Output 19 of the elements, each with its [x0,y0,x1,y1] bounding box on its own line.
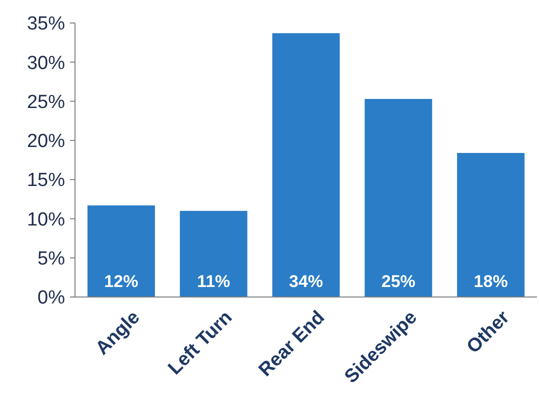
y-tick-label: 10% [26,209,66,230]
bar [180,210,248,297]
y-tick-label: 20% [26,131,66,152]
bar [364,98,432,297]
y-tick-label: 35% [26,14,66,35]
bar [272,33,340,297]
bar [457,152,525,297]
x-tick-label: Left Turn [164,307,237,380]
data-label: 34% [288,272,324,291]
y-tick-label: 0% [38,288,66,309]
y-tick-label: 5% [38,248,66,270]
data-label: 18% [474,272,508,291]
data-label: 12% [104,272,138,291]
data-label: 11% [197,272,230,291]
data-label: 25% [381,272,416,291]
y-tick-label: 15% [26,170,66,192]
bar [87,205,155,297]
y-tick-label: 30% [26,52,66,74]
y-tick-label: 25% [26,92,66,113]
